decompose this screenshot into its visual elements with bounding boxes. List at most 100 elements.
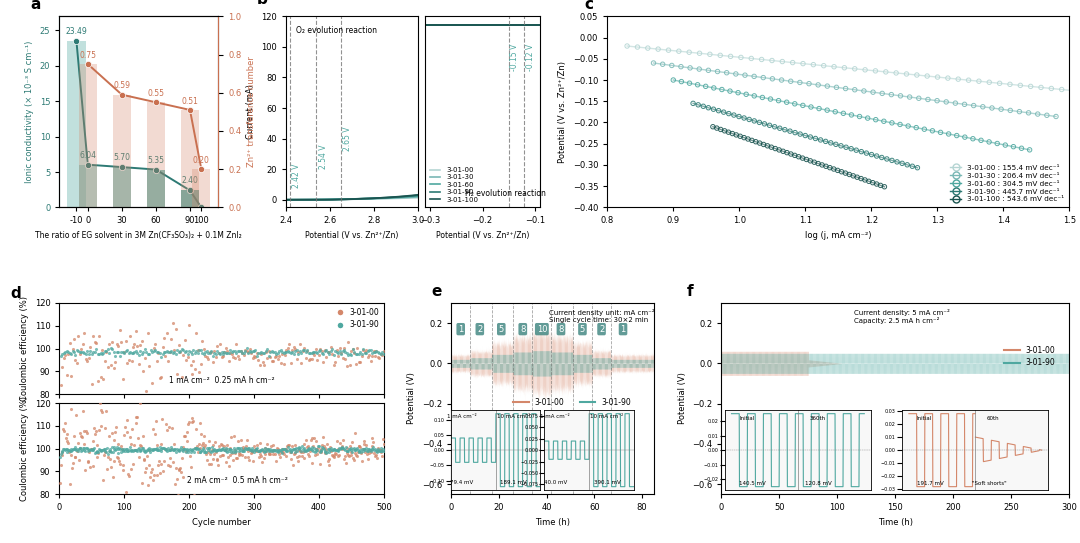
Point — [257, 348, 274, 356]
Point — [170, 446, 187, 454]
Point — [224, 348, 241, 356]
Point — [257, 444, 274, 452]
Point — [275, 450, 293, 458]
Point — [136, 447, 153, 456]
Point — [232, 346, 249, 355]
Point — [91, 426, 108, 434]
Point — [148, 356, 165, 365]
Point — [888, 68, 905, 77]
Point — [123, 425, 140, 433]
Point — [102, 444, 119, 453]
Point — [204, 440, 221, 449]
Point — [111, 325, 129, 334]
Point — [299, 445, 316, 454]
Point — [257, 444, 274, 452]
Text: c: c — [584, 0, 593, 12]
Point — [375, 435, 392, 444]
Point — [694, 102, 712, 111]
Point — [340, 452, 357, 460]
Point — [293, 349, 310, 358]
Point — [237, 444, 254, 452]
3-01-100 — [523, 22, 536, 29]
Point — [673, 77, 690, 86]
Point — [664, 75, 681, 84]
Point — [221, 444, 239, 452]
Point — [280, 441, 297, 450]
Point — [162, 446, 179, 454]
Point — [144, 464, 161, 473]
Point — [305, 442, 322, 451]
Point — [822, 138, 839, 147]
Point — [67, 452, 84, 461]
Point — [184, 418, 201, 427]
Point — [71, 444, 89, 452]
Point — [180, 320, 198, 329]
Point — [97, 447, 114, 456]
Point — [705, 105, 723, 113]
Point — [673, 62, 690, 71]
Point — [362, 445, 379, 454]
Point — [121, 443, 138, 451]
Point — [272, 358, 289, 367]
Point — [997, 141, 1014, 149]
Point — [681, 64, 699, 72]
Point — [212, 349, 229, 358]
Point — [287, 446, 305, 455]
Point — [254, 445, 271, 453]
Point — [907, 123, 924, 132]
Point — [55, 424, 72, 433]
Point — [365, 446, 382, 454]
Point — [179, 352, 197, 361]
Point — [225, 432, 242, 441]
Point — [273, 448, 291, 457]
Point — [801, 156, 819, 165]
Point — [78, 444, 95, 452]
Point — [302, 349, 320, 357]
Point — [91, 445, 108, 453]
Point — [247, 444, 265, 453]
Point — [134, 432, 151, 441]
Point — [72, 432, 90, 440]
Bar — [112, 94, 131, 207]
Point — [810, 80, 827, 89]
Point — [242, 446, 259, 454]
Point — [154, 444, 172, 453]
Point — [872, 181, 889, 190]
Point — [137, 348, 154, 356]
Point — [210, 349, 227, 357]
Point — [177, 447, 194, 456]
3-01-90 — [421, 22, 434, 29]
Point — [193, 337, 211, 346]
Point — [103, 343, 120, 352]
Point — [328, 446, 346, 454]
Point — [900, 122, 917, 130]
Point — [370, 353, 388, 362]
Point — [326, 358, 343, 367]
Point — [160, 460, 177, 469]
Point — [195, 350, 213, 359]
Point — [221, 444, 239, 453]
Point — [363, 445, 380, 453]
Point — [124, 349, 141, 357]
Point — [745, 117, 762, 125]
Point — [111, 445, 129, 454]
Point — [245, 441, 262, 450]
Point — [152, 445, 170, 453]
Text: -0.15 V: -0.15 V — [510, 43, 519, 71]
Point — [143, 445, 160, 453]
Point — [291, 443, 308, 452]
Point — [323, 443, 340, 452]
Point — [370, 447, 388, 456]
Point — [231, 347, 248, 356]
Point — [60, 446, 78, 454]
Point — [198, 352, 215, 361]
Point — [329, 446, 347, 455]
Point — [217, 344, 234, 352]
Point — [153, 414, 171, 423]
Point — [269, 445, 286, 453]
Point — [171, 341, 188, 350]
Point — [63, 446, 80, 455]
Point — [212, 340, 229, 349]
Point — [326, 449, 343, 457]
Point — [170, 446, 187, 455]
